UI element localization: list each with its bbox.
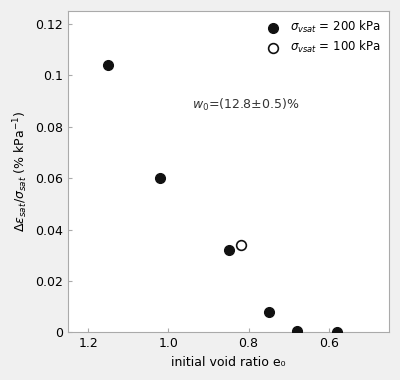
$\sigma_{vsat}$ = 200 kPa	[225, 247, 232, 253]
$\sigma_{vsat}$ = 200 kPa	[266, 309, 272, 315]
$\sigma_{vsat}$ = 200 kPa	[157, 175, 164, 181]
Text: $w_0$=(12.8±0.5)%: $w_0$=(12.8±0.5)%	[192, 97, 300, 113]
Y-axis label: $\Delta\varepsilon_{sat}/\sigma_{sat}$ (% kPa$^{-1}$): $\Delta\varepsilon_{sat}/\sigma_{sat}$ (…	[11, 111, 30, 233]
$\sigma_{vsat}$ = 200 kPa	[105, 62, 112, 68]
$\sigma_{vsat}$ = 200 kPa	[294, 328, 300, 334]
$\sigma_{vsat}$ = 200 kPa	[334, 329, 340, 335]
Legend: $\sigma_{vsat}$ = 200 kPa, $\sigma_{vsat}$ = 100 kPa: $\sigma_{vsat}$ = 200 kPa, $\sigma_{vsat…	[259, 17, 383, 57]
X-axis label: initial void ratio e₀: initial void ratio e₀	[171, 356, 286, 369]
$\sigma_{vsat}$ = 100 kPa	[237, 242, 244, 248]
